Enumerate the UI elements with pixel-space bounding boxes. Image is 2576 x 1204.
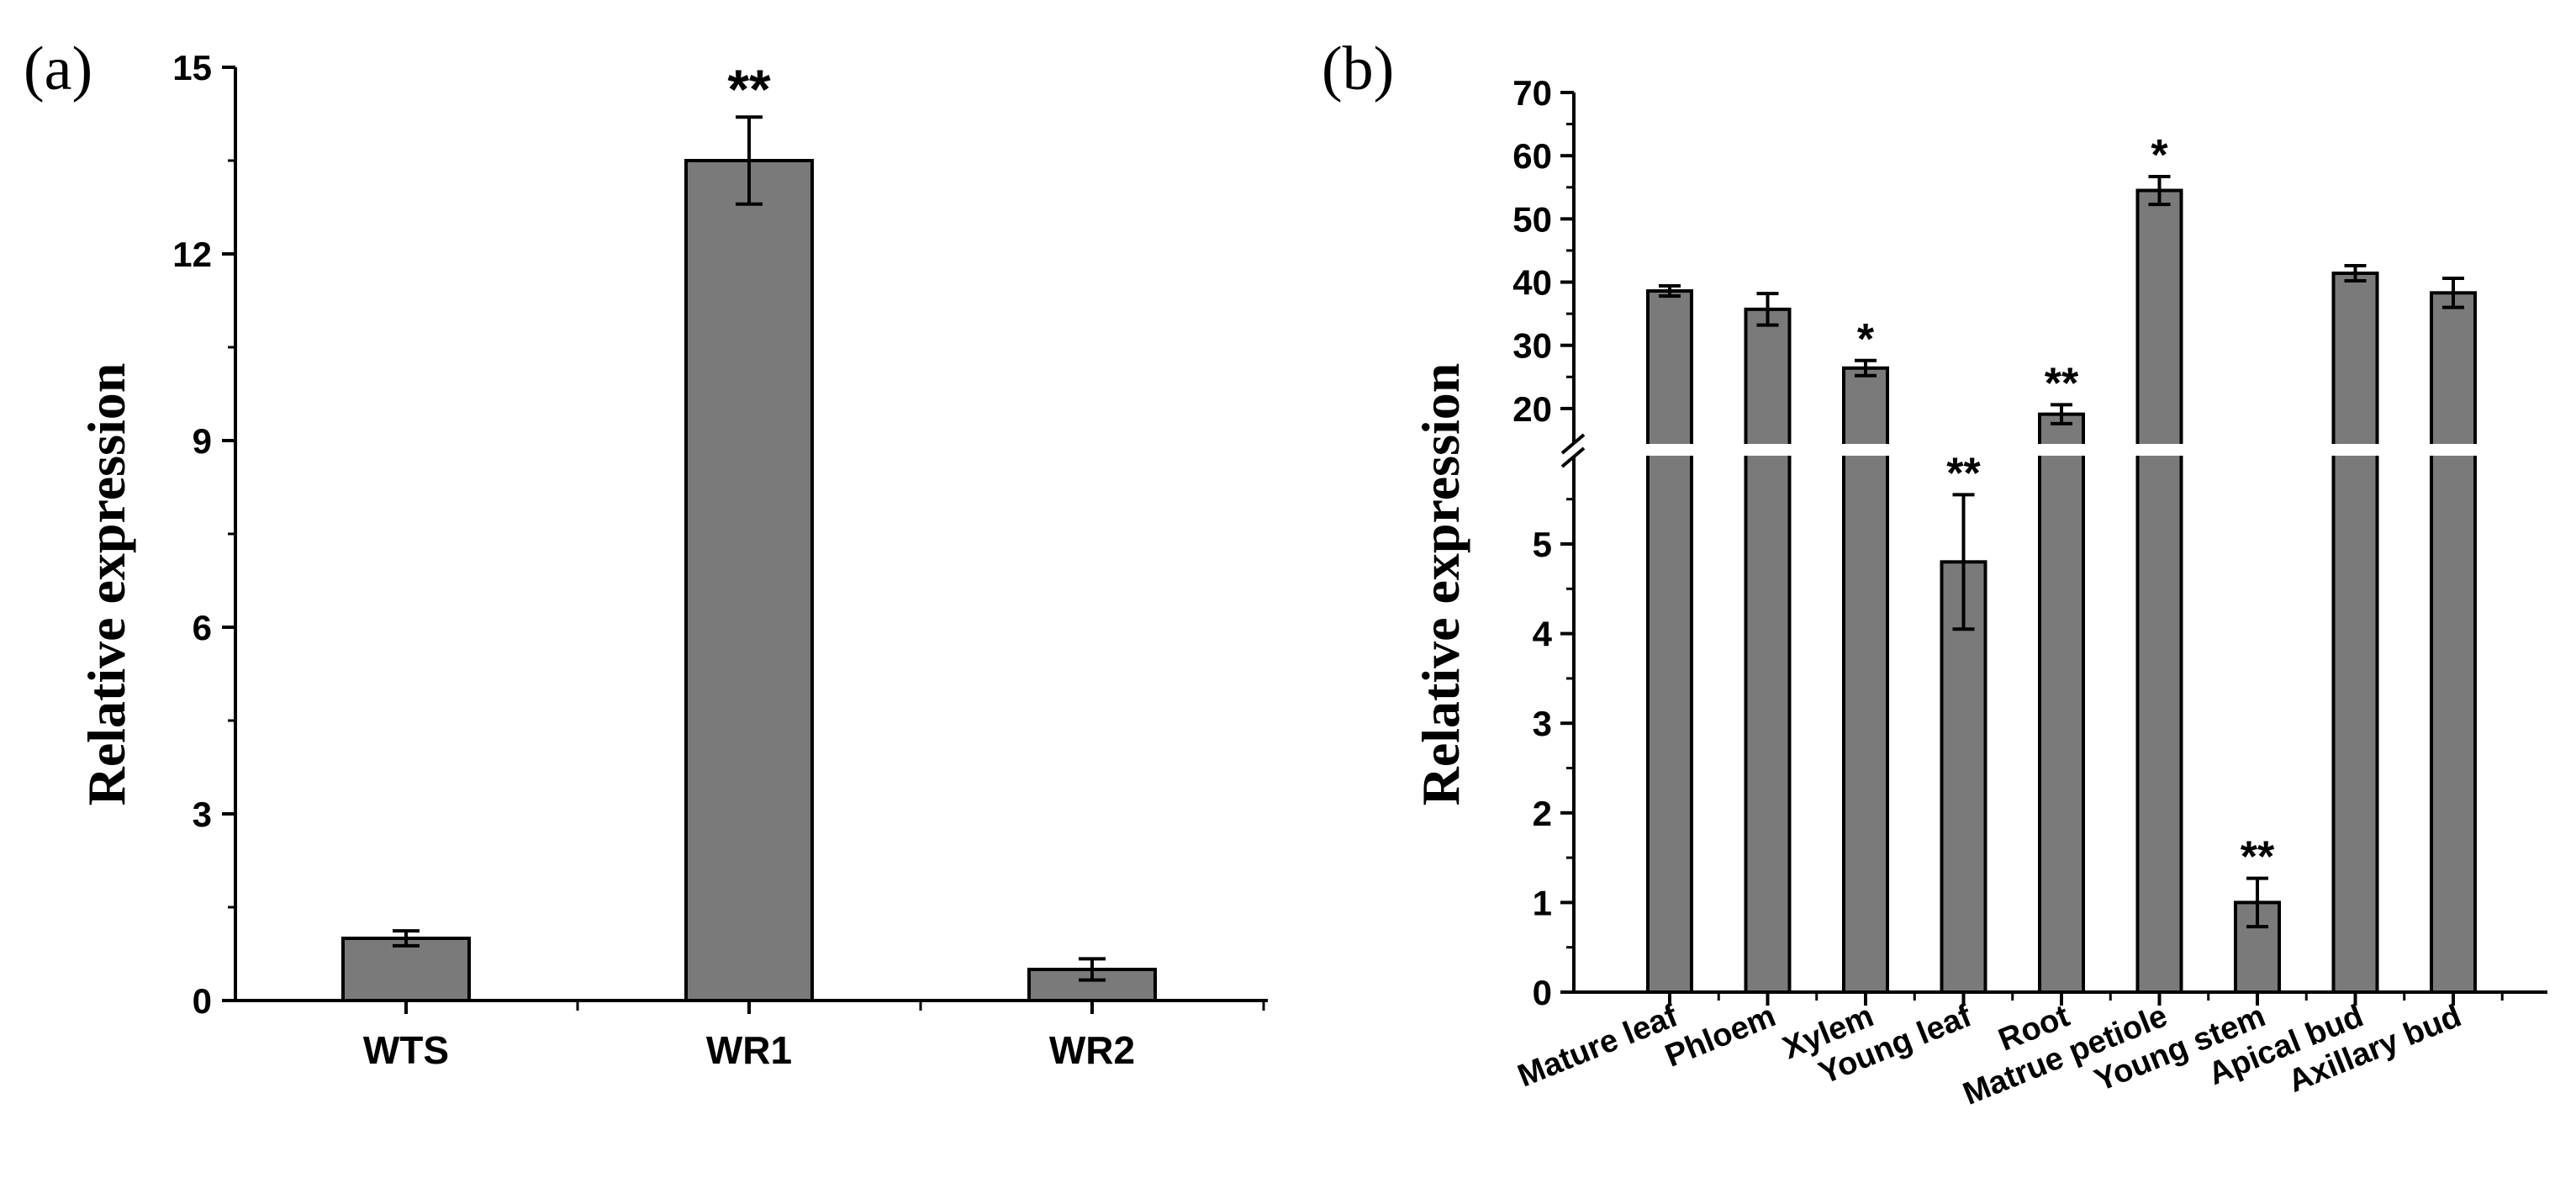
significance-matrue-petiole: * — [2151, 131, 2168, 180]
y-tick-label-a: 15 — [172, 48, 212, 87]
y-tick-label-lower: 5 — [1533, 525, 1552, 564]
bar-axillary-bud — [2430, 291, 2477, 994]
bar-wts — [341, 937, 471, 1002]
bar-apical-bud — [2331, 272, 2379, 994]
y-tick-label-lower: 4 — [1533, 615, 1553, 654]
significance-wr1: ** — [727, 58, 771, 120]
y-tick-label-lower: 3 — [1533, 704, 1552, 743]
y-tick-label-upper: 30 — [1512, 326, 1552, 366]
bar-matrue-petiole — [2135, 188, 2183, 994]
y-tick-label-a: 12 — [172, 235, 212, 274]
panel-label-a: (a) — [24, 34, 92, 103]
x-tick-label-mature-leaf: Mature leaf — [1513, 998, 1683, 1094]
y-tick-label-upper: 20 — [1512, 389, 1552, 429]
x-tick-label-wts: WTS — [363, 1028, 449, 1072]
y-tick-label-a: 3 — [193, 795, 212, 834]
x-tick-label-wr2: WR2 — [1049, 1028, 1135, 1072]
y-tick-label-upper: 70 — [1512, 73, 1552, 113]
axis-break-mark — [1560, 433, 1586, 455]
y-tick-label-lower: 1 — [1533, 883, 1552, 922]
plot-area-a: 0 3 6 9 12 15 WTS ** WR1 WR2 — [172, 48, 1268, 1072]
y-tick-label-lower: 2 — [1533, 794, 1552, 833]
bar-root — [2038, 412, 2085, 994]
x-tick-label-phloem: Phloem — [1660, 998, 1781, 1074]
bar-xylem — [1842, 366, 1889, 994]
x-tick-label-wr1: WR1 — [706, 1028, 792, 1072]
significance-root: ** — [2045, 359, 2079, 408]
significance-young-leaf: ** — [1946, 449, 1981, 498]
y-tick-label-upper: 40 — [1512, 263, 1552, 303]
bar-phloem — [1744, 307, 1792, 994]
bar-mature-leaf — [1646, 289, 1693, 994]
panel-label-b: (b) — [1322, 34, 1394, 103]
significance-xylem: * — [1857, 315, 1875, 364]
y-axis-title-b: Relative expression — [1411, 363, 1470, 806]
panel-a: (a) Relative expression 0 3 6 9 12 15 WTS ** WR1… — [24, 34, 1268, 1072]
y-tick-label-upper: 60 — [1512, 136, 1552, 176]
y-axis-title-a: Relative expression — [77, 363, 136, 806]
y-tick-label-a: 0 — [193, 981, 212, 1021]
y-tick-label-a: 9 — [193, 421, 212, 461]
axis-break-mark — [1560, 446, 1586, 468]
y-tick-label-a: 6 — [193, 608, 212, 647]
y-tick-label-upper: 50 — [1512, 199, 1552, 239]
axis-break-gap — [1567, 444, 2524, 456]
bar-wr1 — [684, 159, 814, 1002]
significance-young-stem: ** — [2241, 833, 2275, 882]
y-tick-label-lower: 0 — [1533, 973, 1552, 1012]
panel-b: (b) Relative expression 0 1 2 3 4 5 20 30 40 50 60… — [1322, 34, 2547, 1112]
